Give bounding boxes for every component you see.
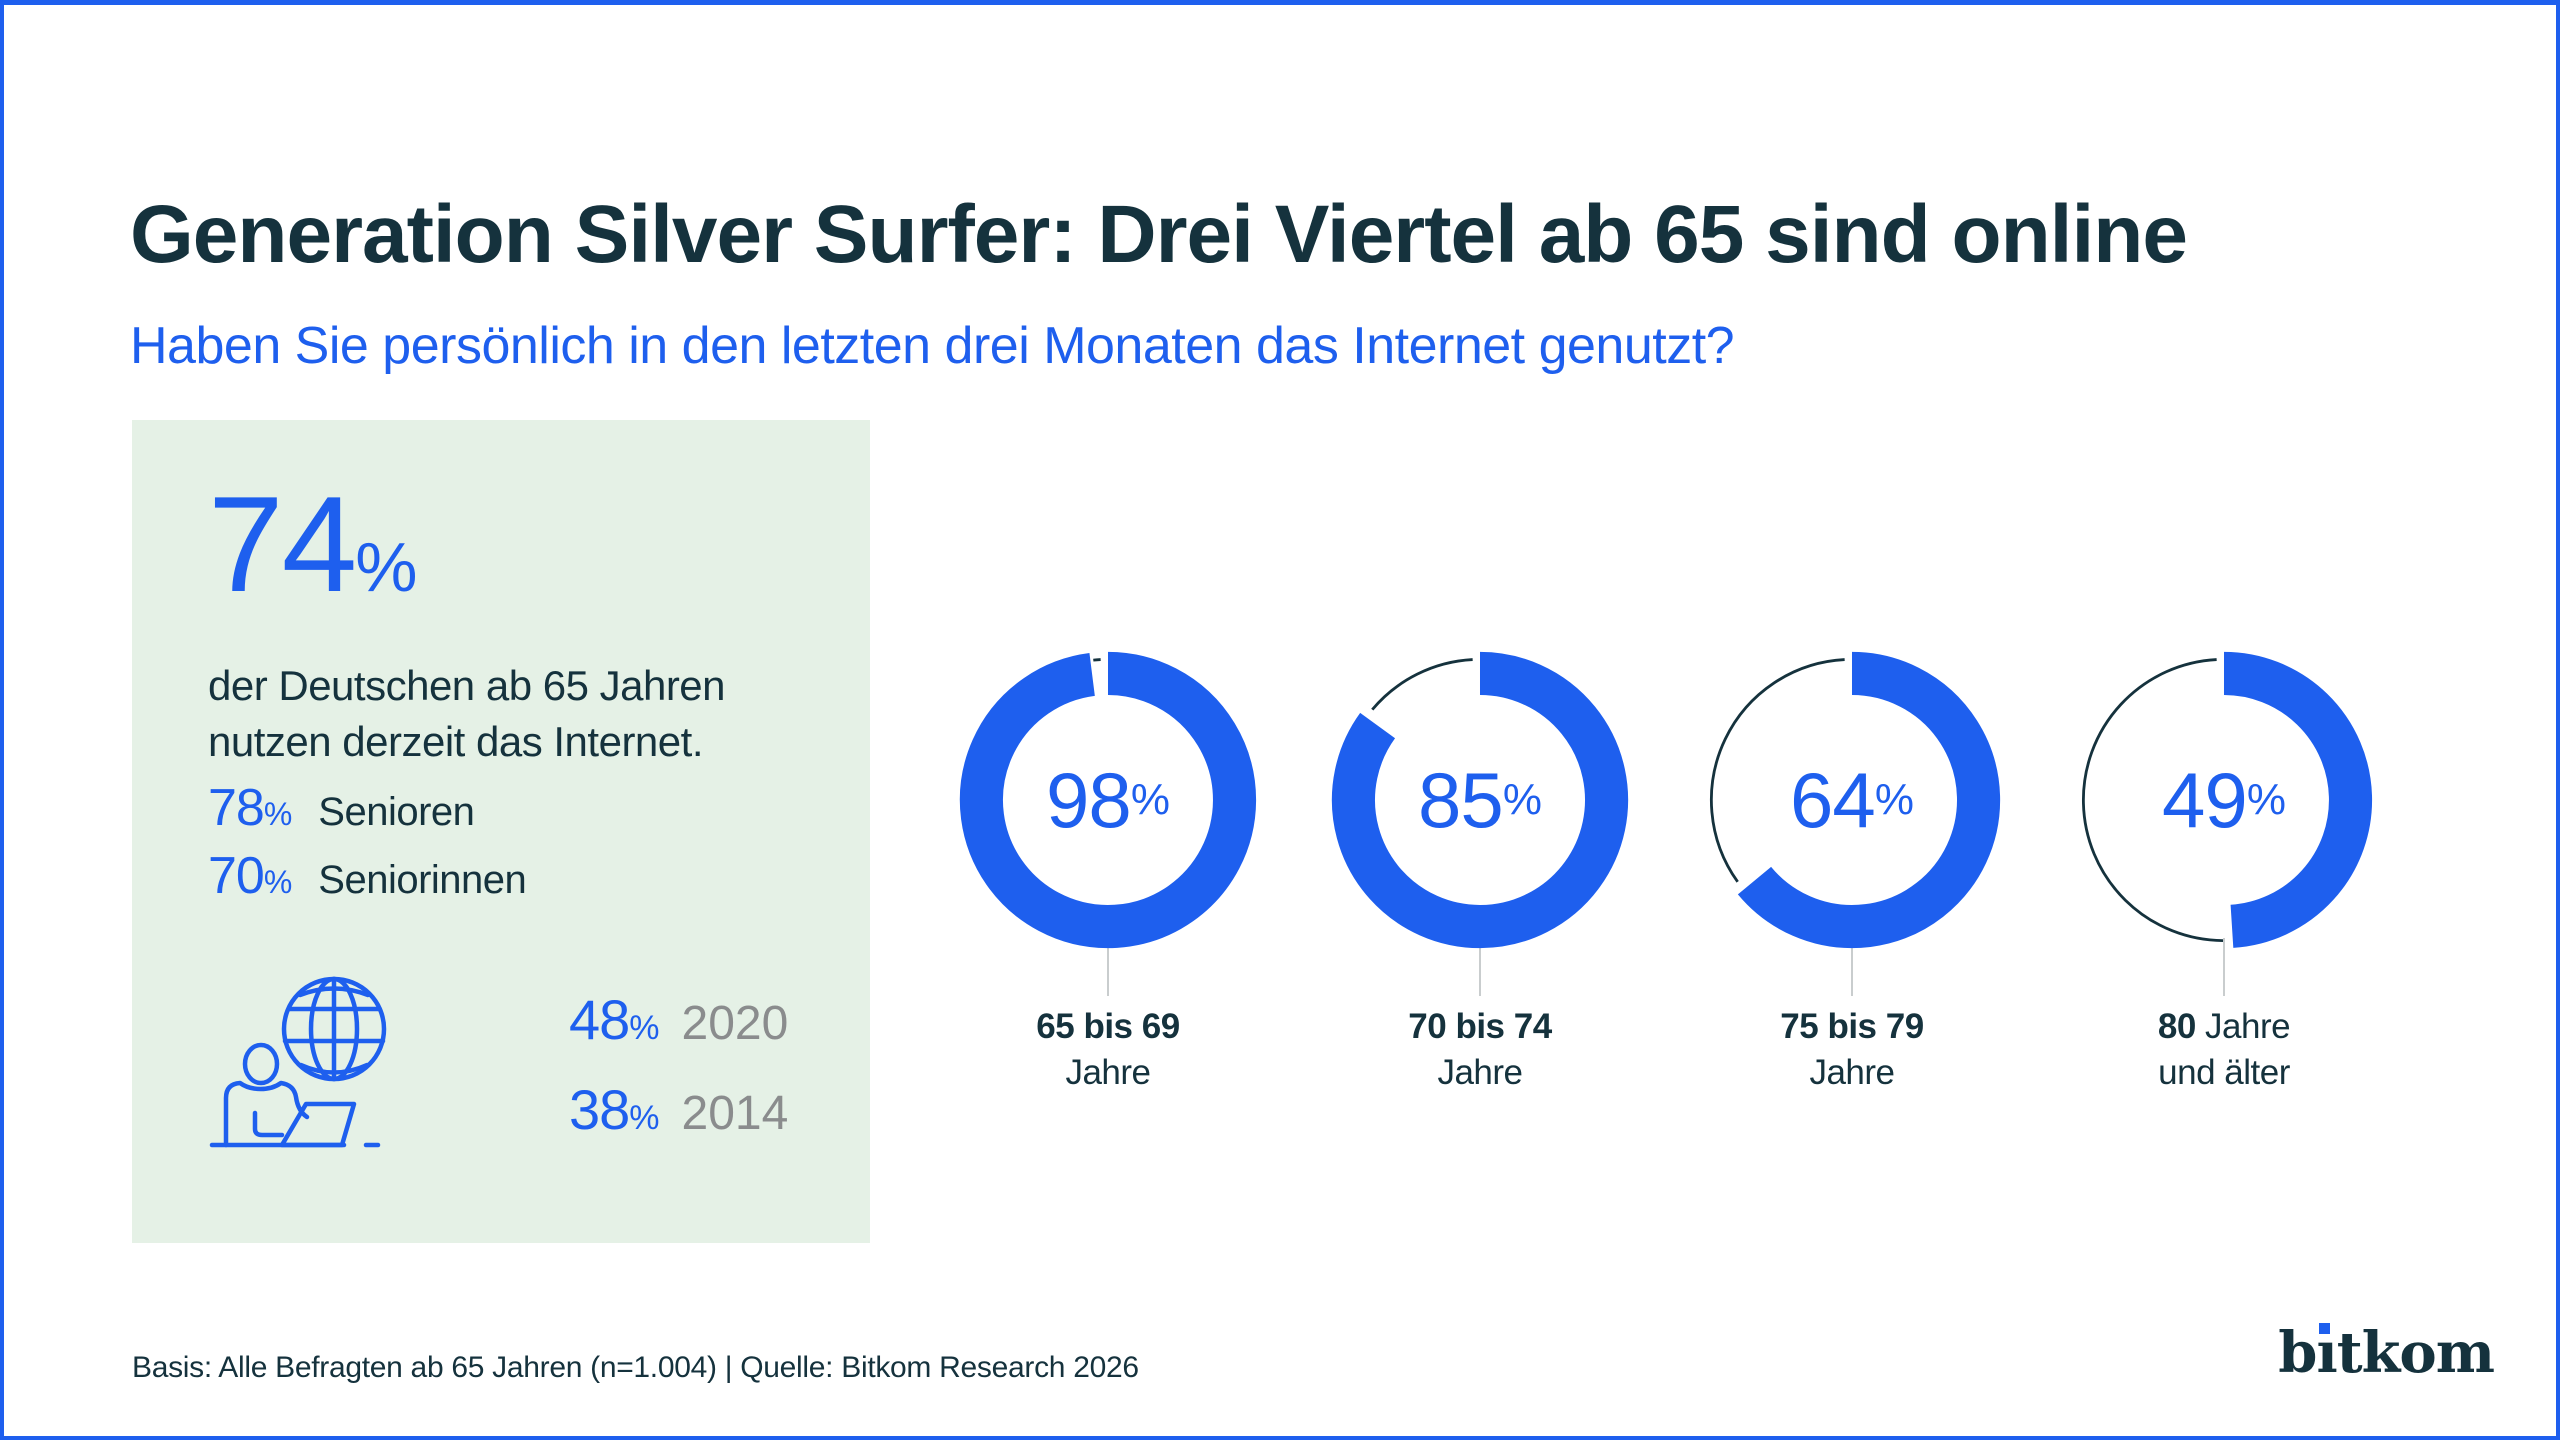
bitkom-logo: bı tkom <box>2278 1323 2495 1381</box>
donut-label: 75 bis 79 Jahre <box>1780 1004 1924 1096</box>
donut-label-bold: 70 bis 74 <box>1408 1007 1552 1046</box>
donut-value: 64% <box>1702 650 2002 950</box>
donut-value: 98% <box>958 650 1258 950</box>
history-stat-2020: 48% 2020 <box>569 992 788 1048</box>
donut-connector-line <box>2223 938 2225 996</box>
person-laptop-globe-icon <box>209 976 387 1148</box>
gender-stat-seniorinnen: 70% Seniorinnen <box>208 847 527 905</box>
donut-chart: 49% <box>2074 650 2374 950</box>
donut-connector-line <box>1479 938 1481 996</box>
donut-row: 98% 65 bis 69 Jahre 85% 70 bis 74 Jahre <box>922 650 2410 1096</box>
gender-stat-value: 78 <box>208 779 265 837</box>
gender-stat-senioren: 78% Senioren <box>208 779 475 837</box>
donut-percent-sign: % <box>1874 775 1914 824</box>
donut-percent-number: 85 <box>1418 756 1504 844</box>
logo-i: ı <box>2316 1320 2338 1386</box>
page-title: Generation Silver Surfer: Drei Viertel a… <box>130 188 2188 280</box>
donut-chart: 64% <box>1702 650 2002 950</box>
donut-chart: 85% <box>1330 650 1630 950</box>
donut-column: 85% 70 bis 74 Jahre <box>1294 650 1666 1096</box>
donut-label: 80 Jahre und älter <box>2157 1004 2291 1096</box>
donut-value: 85% <box>1330 650 1630 950</box>
donut-label: 65 bis 69 Jahre <box>1036 1004 1180 1096</box>
donut-connector-line <box>1851 938 1853 996</box>
donut-label: 70 bis 74 Jahre <box>1408 1004 1552 1096</box>
source-note: Basis: Alle Befragten ab 65 Jahren (n=1.… <box>132 1351 1139 1384</box>
donut-percent-sign: % <box>1130 775 1170 824</box>
donut-label-line2: Jahre <box>1437 1053 1523 1092</box>
percent-sign: % <box>263 796 293 832</box>
history-stat-2014: 38% 2014 <box>569 1082 788 1138</box>
donut-svg <box>1331 651 1629 949</box>
donut-label-line2: und älter <box>2158 1053 2290 1092</box>
donut-label-bold: 75 bis 79 <box>1780 1007 1924 1046</box>
donut-column: 98% 65 bis 69 Jahre <box>922 650 1294 1096</box>
donut-percent-sign: % <box>1502 775 1542 824</box>
highlight-box: 74% der Deutschen ab 65 Jahren nutzen de… <box>132 420 870 1243</box>
donut-column: 64% 75 bis 79 Jahre <box>1666 650 2038 1096</box>
donut-percent-number: 64 <box>1790 756 1876 844</box>
donut-label-rest: Jahre <box>2195 1007 2291 1046</box>
donut-value: 49% <box>2074 650 2374 950</box>
percent-sign: % <box>263 864 293 900</box>
logo-i-dot <box>2319 1323 2331 1334</box>
history-stat-value: 38 <box>569 1078 630 1141</box>
history-stat-year: 2020 <box>681 997 789 1050</box>
headline-description: der Deutschen ab 65 Jahren nutzen derzei… <box>208 658 726 770</box>
history-stat-year: 2014 <box>681 1087 789 1140</box>
donut-svg <box>959 651 1257 949</box>
donut-percent-number: 98 <box>1046 756 1132 844</box>
gender-stat-label: Seniorinnen <box>318 858 527 902</box>
donut-label-line2: Jahre <box>1809 1053 1895 1092</box>
percent-sign: % <box>629 1099 660 1137</box>
gender-stat-label: Senioren <box>318 790 475 834</box>
donut-label-bold: 65 bis 69 <box>1036 1007 1180 1046</box>
donut-percent-sign: % <box>2246 775 2286 824</box>
page-subtitle: Haben Sie persönlich in den letzten drei… <box>130 317 1735 376</box>
donut-connector-line <box>1107 938 1109 996</box>
headline-stat-percent-sign: % <box>355 528 418 606</box>
donut-percent-number: 49 <box>2162 756 2248 844</box>
history-stat-value: 48 <box>569 988 630 1051</box>
donut-svg <box>2082 651 2373 948</box>
gender-stat-value: 70 <box>208 847 265 905</box>
headline-stat: 74% <box>208 476 418 612</box>
donut-chart: 98% <box>958 650 1258 950</box>
donut-label-bold: 80 <box>2157 1007 2196 1046</box>
donut-svg <box>1709 651 2001 949</box>
headline-description-line1: der Deutschen ab 65 Jahren <box>208 662 726 709</box>
logo-text-part: b <box>2278 1320 2317 1386</box>
headline-stat-value: 74 <box>208 468 357 620</box>
percent-sign: % <box>629 1009 660 1047</box>
headline-description-line2: nutzen derzeit das Internet. <box>208 718 703 765</box>
logo-text-part: tkom <box>2336 1320 2495 1386</box>
donut-column: 49% 80 Jahre und älter <box>2038 650 2410 1096</box>
donut-label-line2: Jahre <box>1065 1053 1151 1092</box>
